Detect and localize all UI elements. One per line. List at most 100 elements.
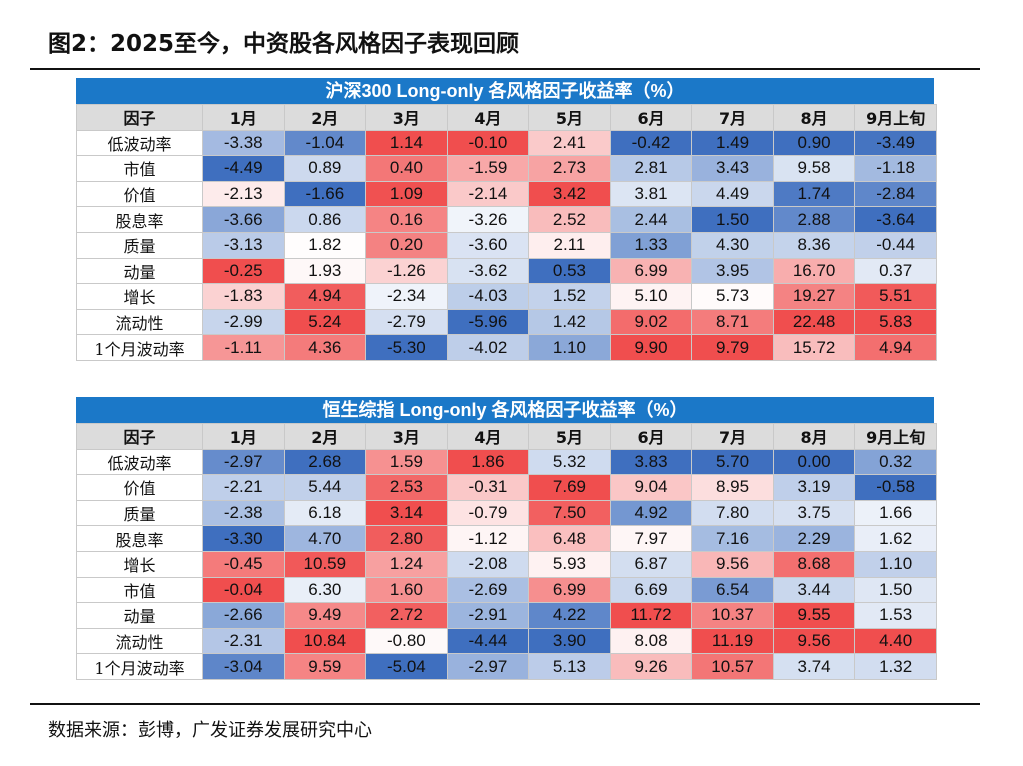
value-cell: 0.53 <box>528 257 611 285</box>
value-cell: 3.95 <box>691 257 774 285</box>
table-row: 低波动率 -2.97 2.68 1.59 1.86 5.32 3.83 5.70 0.00 0.3… <box>76 448 937 476</box>
value-cell: -4.02 <box>446 334 530 361</box>
header-month: 5月 <box>528 104 611 131</box>
value-cell: -3.38 <box>202 129 285 157</box>
value-cell: 2.53 <box>365 474 448 501</box>
value-cell: 1.93 <box>283 257 367 285</box>
header-month: 6月 <box>609 423 693 450</box>
top-rule <box>30 68 980 70</box>
value-cell: 1.50 <box>691 206 774 233</box>
value-cell: -3.13 <box>202 231 285 259</box>
header-month: 9月上旬 <box>854 423 937 450</box>
value-cell: -4.49 <box>202 155 285 182</box>
value-cell: 6.69 <box>609 576 693 604</box>
value-cell: 1.10 <box>528 334 611 361</box>
value-cell: 3.42 <box>528 180 611 208</box>
value-cell: 9.02 <box>609 308 693 336</box>
csi300-table-title: 沪深300 Long-only 各风格因子收益率（%） <box>76 78 934 104</box>
value-cell: -0.58 <box>854 474 937 501</box>
value-cell: -0.25 <box>202 257 285 285</box>
value-cell: 2.81 <box>609 155 693 182</box>
value-cell: 0.40 <box>365 155 448 182</box>
value-cell: 1.74 <box>772 180 856 208</box>
value-cell: 3.14 <box>365 499 448 527</box>
value-cell: -3.30 <box>202 525 285 552</box>
value-cell: 1.24 <box>365 550 448 578</box>
value-cell: 5.13 <box>528 653 611 680</box>
value-cell: 9.04 <box>609 474 693 501</box>
value-cell: 3.44 <box>772 576 856 604</box>
value-cell: 6.54 <box>691 576 774 604</box>
value-cell: -1.11 <box>202 334 285 361</box>
value-cell: -0.04 <box>202 576 285 604</box>
value-cell: 1.33 <box>609 231 693 259</box>
header-row: 因子 1月 2月 3月 4月 5月 6月 7月 8月 9月上旬 <box>76 104 937 131</box>
table-row: 股息率 -3.66 0.86 0.16 -3.26 2.52 2.44 1.50 2.88 -3.… <box>76 206 937 233</box>
factor-label: 股息率 <box>76 525 203 552</box>
value-cell: 4.92 <box>609 499 693 527</box>
value-cell: 9.79 <box>691 334 774 361</box>
value-cell: -3.62 <box>446 257 530 285</box>
table-row: 1个月波动率 -3.04 9.59 -5.04 -2.97 5.13 9.26 10.57 3.… <box>76 653 937 680</box>
factor-label: 质量 <box>76 231 203 259</box>
header-month: 2月 <box>283 104 367 131</box>
value-cell: 5.51 <box>854 283 937 310</box>
table-row: 增长 -0.45 10.59 1.24 -2.08 5.93 6.87 9.56 8.68 1.1… <box>76 550 937 578</box>
factor-label: 动量 <box>76 257 203 285</box>
value-cell: -2.13 <box>202 180 285 208</box>
value-cell: 6.99 <box>609 257 693 285</box>
header-month: 8月 <box>772 104 856 131</box>
header-month: 8月 <box>772 423 856 450</box>
value-cell: 5.70 <box>691 448 774 476</box>
bottom-rule <box>30 703 980 705</box>
value-cell: -1.18 <box>854 155 937 182</box>
table-row: 增长 -1.83 4.94 -2.34 -4.03 1.52 5.10 5.73 19.27 5.… <box>76 283 937 310</box>
factor-label: 增长 <box>76 550 203 578</box>
value-cell: 2.11 <box>528 231 611 259</box>
header-month: 5月 <box>528 423 611 450</box>
value-cell: -3.64 <box>854 206 937 233</box>
factor-label: 股息率 <box>76 206 203 233</box>
value-cell: 2.41 <box>528 129 611 157</box>
value-cell: 9.90 <box>609 334 693 361</box>
value-cell: -0.80 <box>365 627 448 655</box>
value-cell: 9.56 <box>772 627 856 655</box>
value-cell: 11.72 <box>609 602 693 629</box>
figure-title: 图2：2025至今，中资股各风格因子表现回顾 <box>48 31 520 57</box>
value-cell: -1.26 <box>365 257 448 285</box>
value-cell: 19.27 <box>772 283 856 310</box>
value-cell: 3.75 <box>772 499 856 527</box>
value-cell: 11.19 <box>691 627 774 655</box>
value-cell: -3.66 <box>202 206 285 233</box>
csi300-factor-table: 沪深300 Long-only 各风格因子收益率（%） 因子 1月 2月 3月 4月 5月… <box>76 78 937 361</box>
value-cell: 0.89 <box>283 155 367 182</box>
value-cell: 2.44 <box>609 206 693 233</box>
value-cell: 9.56 <box>691 550 774 578</box>
table-row: 市值 -0.04 6.30 1.60 -2.69 6.99 6.69 6.54 3.44 1.50 <box>76 576 937 604</box>
value-cell: 9.26 <box>609 653 693 680</box>
value-cell: 5.32 <box>528 448 611 476</box>
value-cell: 10.84 <box>283 627 367 655</box>
factor-label: 流动性 <box>76 308 203 336</box>
value-cell: 0.86 <box>283 206 367 233</box>
table-row: 流动性 -2.31 10.84 -0.80 -4.44 3.90 8.08 11.19 9.56… <box>76 627 937 655</box>
value-cell: 1.53 <box>854 602 937 629</box>
value-cell: 2.68 <box>283 448 367 476</box>
value-cell: 1.49 <box>691 129 774 157</box>
value-cell: 2.72 <box>365 602 448 629</box>
value-cell: 0.00 <box>772 448 856 476</box>
value-cell: 1.52 <box>528 283 611 310</box>
factor-label: 1个月波动率 <box>76 653 203 680</box>
value-cell: 8.08 <box>609 627 693 655</box>
value-cell: 2.88 <box>772 206 856 233</box>
table-row: 价值 -2.21 5.44 2.53 -0.31 7.69 9.04 8.95 3.19 -0.5… <box>76 474 937 501</box>
value-cell: -2.31 <box>202 627 285 655</box>
header-month: 6月 <box>609 104 693 131</box>
value-cell: 3.19 <box>772 474 856 501</box>
value-cell: -1.83 <box>202 283 285 310</box>
table-row: 动量 -0.25 1.93 -1.26 -3.62 0.53 6.99 3.95 16.70 0.… <box>76 257 937 285</box>
value-cell: -5.96 <box>446 308 530 336</box>
value-cell: -3.49 <box>854 129 937 157</box>
table-row: 低波动率 -3.38 -1.04 1.14 -0.10 2.41 -0.42 1.49 0.90… <box>76 129 937 157</box>
table-row: 质量 -3.13 1.82 0.20 -3.60 2.11 1.33 4.30 8.36 -0.4… <box>76 231 937 259</box>
